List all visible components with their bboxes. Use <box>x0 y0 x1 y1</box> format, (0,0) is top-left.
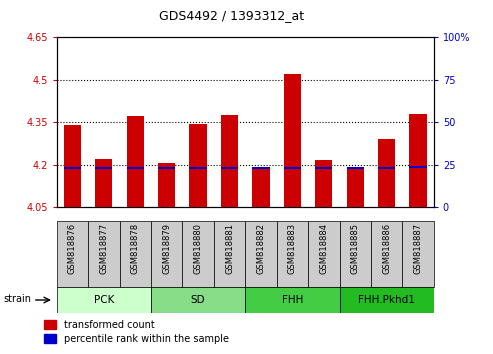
Bar <box>347 167 364 170</box>
Text: GSM818887: GSM818887 <box>414 223 423 274</box>
Bar <box>158 163 176 207</box>
Bar <box>340 221 371 287</box>
Bar <box>371 221 402 287</box>
Text: GSM818877: GSM818877 <box>99 223 108 274</box>
Bar <box>88 221 119 287</box>
Text: GSM818881: GSM818881 <box>225 223 234 274</box>
Bar <box>347 168 364 207</box>
Legend: transformed count, percentile rank within the sample: transformed count, percentile rank withi… <box>44 320 229 343</box>
Bar <box>410 166 427 168</box>
Bar <box>252 167 270 170</box>
Bar <box>151 221 182 287</box>
Bar <box>158 167 176 170</box>
Bar <box>245 287 340 313</box>
Text: GSM818882: GSM818882 <box>256 223 266 274</box>
Bar <box>284 74 301 207</box>
Text: GSM818886: GSM818886 <box>382 223 391 274</box>
Bar <box>378 139 395 207</box>
Bar <box>315 160 332 207</box>
Text: strain: strain <box>3 294 31 304</box>
Bar <box>340 287 434 313</box>
Bar <box>127 116 144 207</box>
Bar <box>221 167 238 169</box>
Bar <box>64 167 81 169</box>
Bar <box>57 287 151 313</box>
Bar <box>308 221 340 287</box>
Text: GSM818885: GSM818885 <box>351 223 360 274</box>
Bar <box>410 114 427 207</box>
Text: FHH: FHH <box>282 295 303 305</box>
Bar <box>214 221 246 287</box>
Bar <box>151 287 245 313</box>
Bar <box>189 167 207 170</box>
Bar <box>119 221 151 287</box>
Text: GSM818884: GSM818884 <box>319 223 328 274</box>
Bar <box>182 221 214 287</box>
Text: PCK: PCK <box>94 295 114 305</box>
Bar <box>315 167 332 170</box>
Text: GSM818880: GSM818880 <box>194 223 203 274</box>
Bar <box>277 221 308 287</box>
Bar <box>252 167 270 207</box>
Bar <box>284 167 301 169</box>
Text: FHH.Pkhd1: FHH.Pkhd1 <box>358 295 415 305</box>
Text: GSM818876: GSM818876 <box>68 223 77 274</box>
Bar <box>64 125 81 207</box>
Text: GSM818878: GSM818878 <box>131 223 140 274</box>
Text: GSM818879: GSM818879 <box>162 223 171 274</box>
Bar <box>95 159 112 207</box>
Bar <box>221 115 238 207</box>
Bar <box>127 167 144 169</box>
Bar <box>57 221 88 287</box>
Text: GDS4492 / 1393312_at: GDS4492 / 1393312_at <box>159 9 304 22</box>
Text: SD: SD <box>191 295 206 305</box>
Bar <box>402 221 434 287</box>
Bar <box>95 167 112 169</box>
Bar <box>245 221 277 287</box>
Bar <box>189 124 207 207</box>
Bar <box>378 167 395 170</box>
Text: GSM818883: GSM818883 <box>288 223 297 274</box>
